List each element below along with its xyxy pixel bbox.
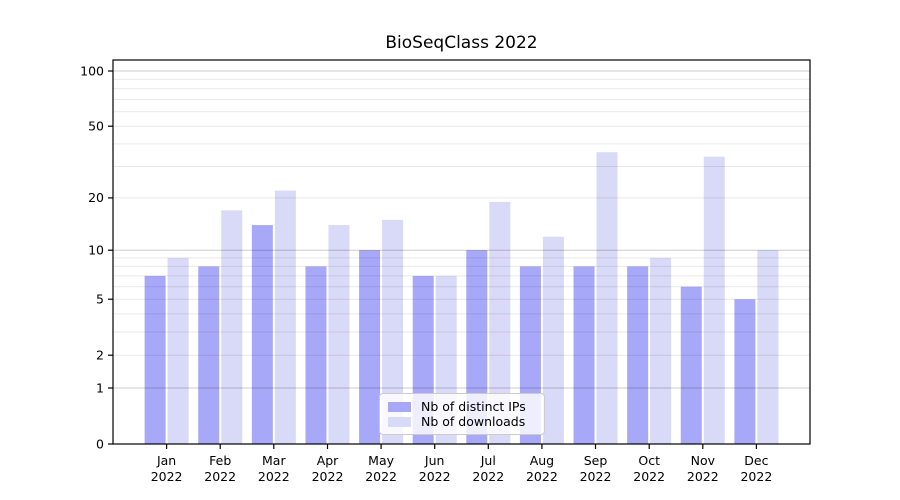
x-tick-label-year: 2022 — [633, 469, 665, 484]
bar-downloads-dec — [757, 250, 779, 444]
x-tick-label-month: Jan — [156, 453, 176, 468]
bar-downloads-oct — [650, 257, 672, 444]
y-tick-label: 20 — [88, 190, 104, 205]
x-tick-label-year: 2022 — [365, 469, 397, 484]
x-tick-label-month: Oct — [638, 453, 660, 468]
bar-downloads-aug — [542, 236, 564, 444]
legend-swatch-distinct-ips-icon — [388, 401, 411, 412]
x-tick-label-year: 2022 — [526, 469, 558, 484]
x-tick-label-year: 2022 — [580, 469, 612, 484]
y-tick-label: 10 — [88, 243, 104, 258]
legend-swatch-downloads-icon — [388, 416, 411, 427]
bar-ips-mar — [251, 225, 273, 444]
x-tick-label-year: 2022 — [472, 469, 504, 484]
y-tick-label: 5 — [96, 292, 104, 307]
x-tick-label-year: 2022 — [258, 469, 290, 484]
x-tick-label-year: 2022 — [687, 469, 719, 484]
x-tick-label-year: 2022 — [740, 469, 772, 484]
legend-item-distinct-ips: Nb of distinct IPs — [388, 399, 536, 414]
bar-downloads-sep — [596, 152, 618, 444]
plot-border — [112, 59, 811, 445]
bar-ips-jan — [144, 275, 166, 444]
bar-ips-oct — [627, 266, 649, 444]
bar-ips-dec — [734, 299, 756, 444]
x-tick-label-year: 2022 — [204, 469, 236, 484]
x-tick-label-month: Nov — [691, 453, 716, 468]
chart-title: BioSeqClass 2022 — [385, 33, 538, 53]
x-tick-label-month: Apr — [317, 453, 339, 468]
bar-downloads-feb — [221, 210, 243, 444]
x-tick-label-month: Sep — [584, 453, 608, 468]
bar-downloads-may — [382, 219, 404, 444]
bar-ips-sep — [573, 266, 595, 444]
bar-downloads-apr — [328, 225, 350, 444]
x-tick-label-month: Jul — [480, 453, 496, 468]
y-tick-label: 2 — [96, 348, 104, 363]
bar-ips-apr — [305, 266, 327, 444]
bar-downloads-mar — [274, 190, 296, 444]
legend-item-downloads: Nb of downloads — [388, 414, 536, 429]
y-tick-label: 50 — [88, 119, 104, 134]
x-tick-label-month: Jun — [424, 453, 445, 468]
bar-ips-nov — [680, 286, 702, 444]
y-tick-label: 100 — [80, 63, 104, 78]
bar-downloads-nov — [703, 156, 725, 444]
bar-downloads-jan — [167, 257, 189, 444]
x-tick-label-year: 2022 — [312, 469, 344, 484]
x-tick-label-year: 2022 — [419, 469, 451, 484]
x-tick-label-month: Mar — [262, 453, 286, 468]
x-tick-label-month: Feb — [209, 453, 231, 468]
legend-label-distinct-ips: Nb of distinct IPs — [421, 399, 526, 414]
x-tick-label-year: 2022 — [151, 469, 183, 484]
bar-downloads-jul — [489, 201, 511, 444]
y-tick-label: 1 — [96, 380, 104, 395]
bar-ips-feb — [198, 266, 220, 444]
x-tick-label-month: May — [368, 453, 394, 468]
legend: Nb of distinct IPs Nb of downloads — [379, 393, 545, 435]
y-tick-label: 0 — [96, 436, 104, 451]
x-tick-label-month: Dec — [744, 453, 768, 468]
bar-ips-may — [359, 250, 381, 444]
x-tick-label-month: Aug — [530, 453, 554, 468]
legend-label-downloads: Nb of downloads — [421, 414, 526, 429]
